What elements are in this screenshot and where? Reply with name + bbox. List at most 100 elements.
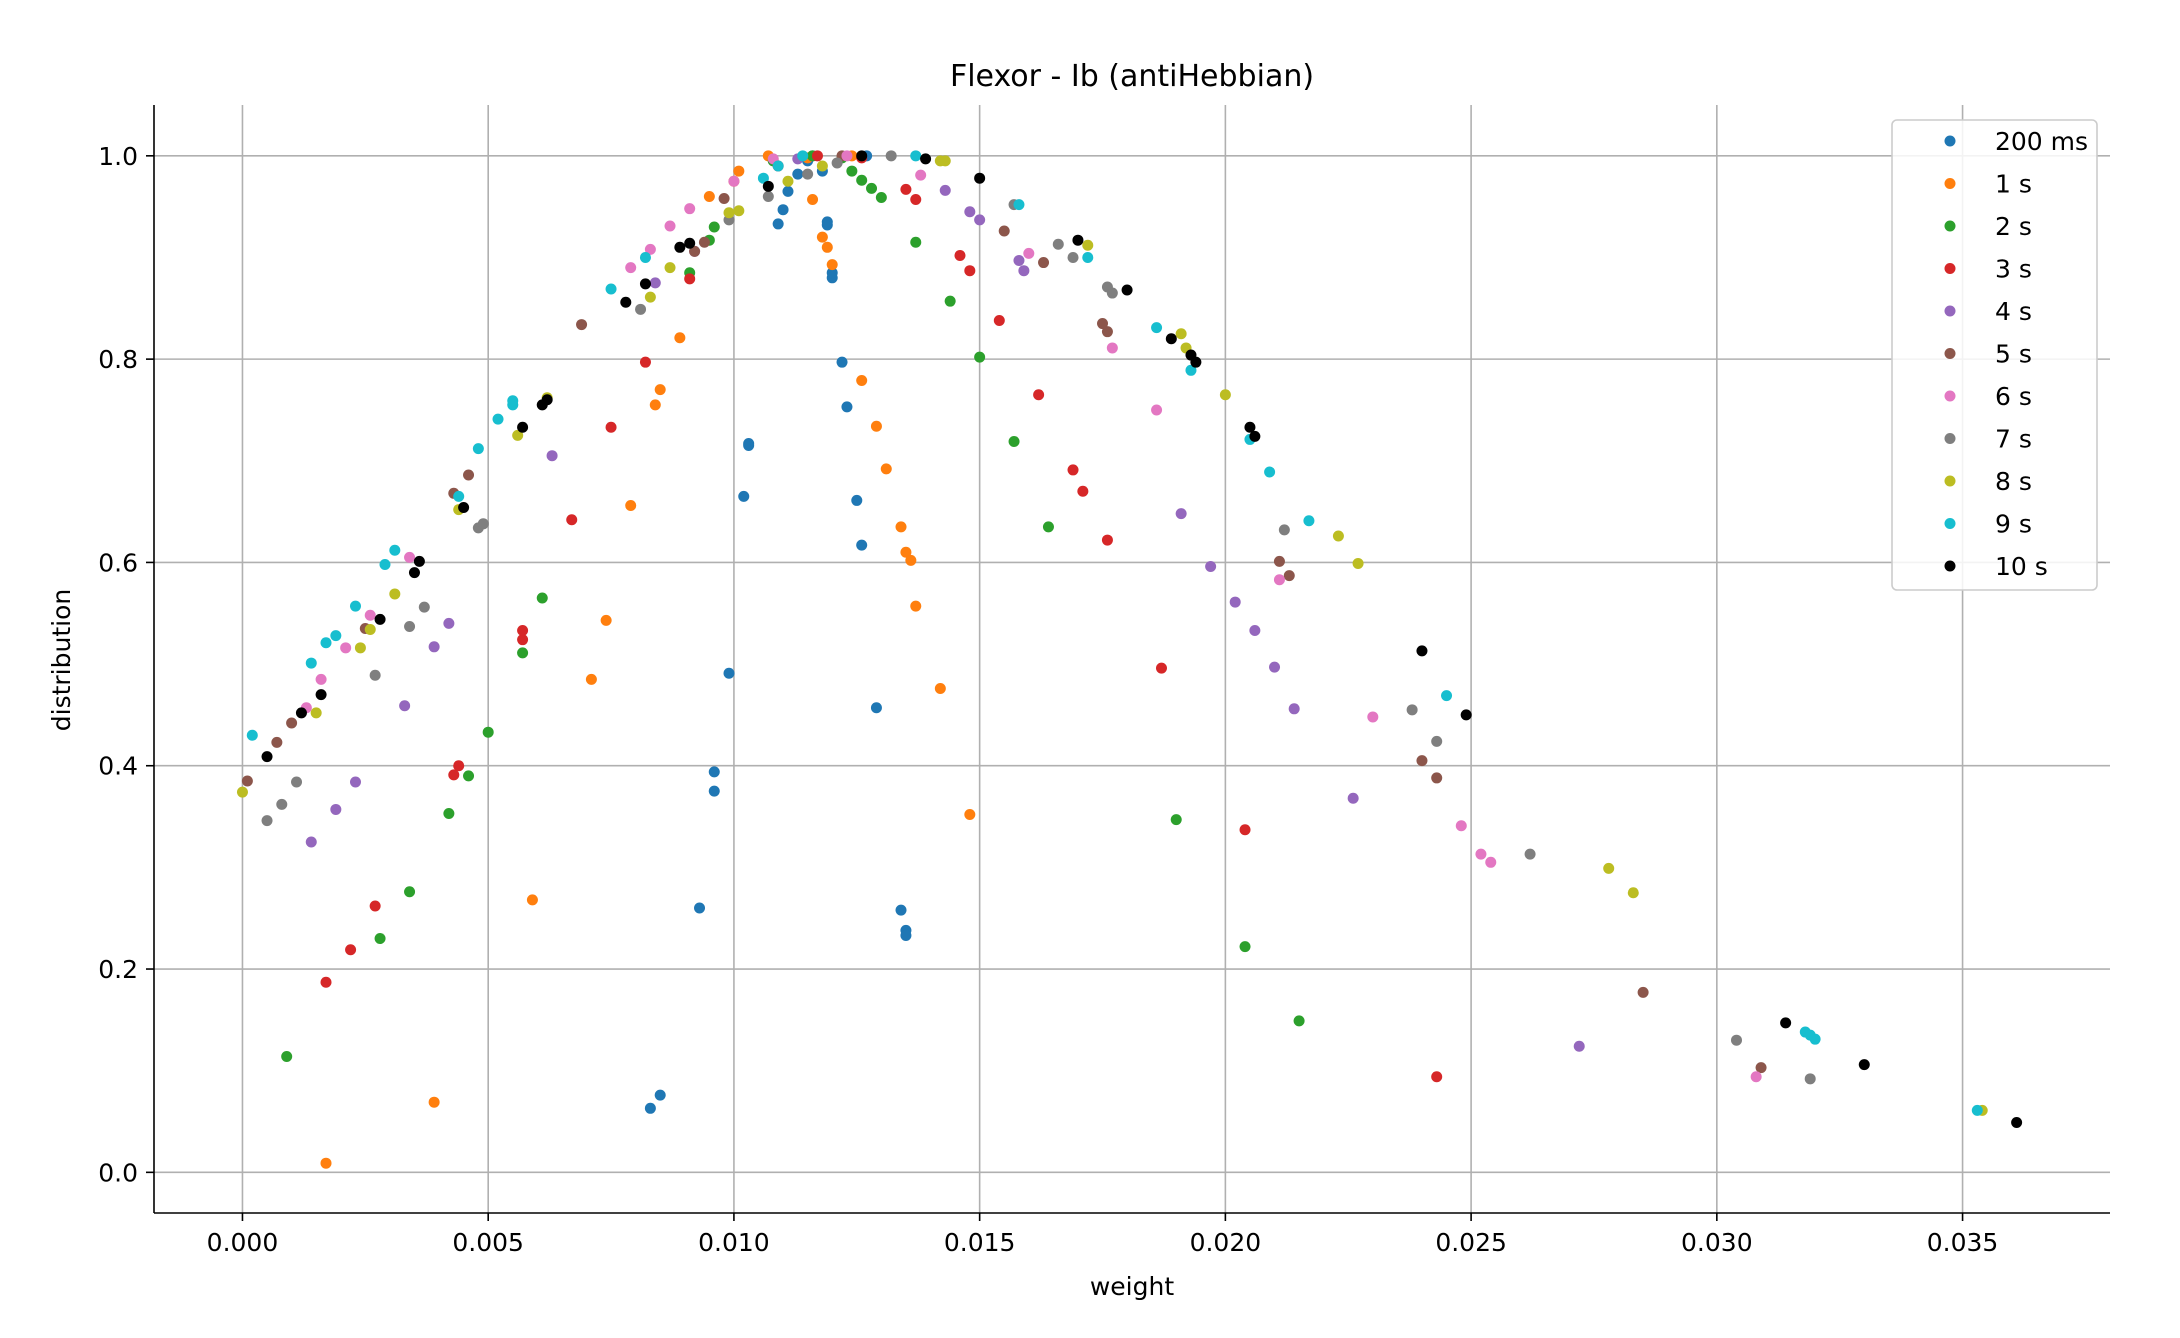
series-group bbox=[281, 150, 1305, 1062]
data-point bbox=[541, 394, 553, 406]
data-point bbox=[639, 356, 651, 368]
x-axis-label: weight bbox=[1090, 1272, 1174, 1301]
data-point bbox=[674, 332, 686, 344]
data-point bbox=[1431, 772, 1443, 784]
data-point bbox=[1052, 238, 1064, 250]
data-point bbox=[905, 554, 917, 566]
data-point bbox=[654, 1089, 666, 1101]
data-point bbox=[733, 205, 745, 217]
data-point bbox=[910, 150, 922, 162]
x-tick-label: 0.020 bbox=[1190, 1228, 1262, 1257]
data-point bbox=[1288, 703, 1300, 715]
data-point bbox=[443, 617, 455, 629]
data-point bbox=[315, 689, 327, 701]
data-point bbox=[418, 601, 430, 613]
data-point bbox=[870, 702, 882, 714]
data-point bbox=[1249, 625, 1261, 637]
data-point bbox=[689, 245, 701, 257]
data-point bbox=[900, 546, 912, 558]
data-point bbox=[600, 614, 612, 626]
y-tick-label: 0.8 bbox=[98, 345, 138, 374]
data-point bbox=[698, 236, 710, 248]
data-point bbox=[408, 567, 420, 579]
legend-marker bbox=[1944, 433, 1956, 444]
data-point bbox=[526, 894, 538, 906]
data-point bbox=[1352, 557, 1364, 569]
data-point bbox=[1332, 530, 1344, 542]
legend-label: 8 s bbox=[1995, 467, 2032, 496]
data-point bbox=[757, 172, 769, 184]
data-point bbox=[620, 296, 632, 308]
legend-marker bbox=[1944, 475, 1956, 487]
data-point bbox=[644, 291, 656, 303]
data-point bbox=[428, 1096, 440, 1108]
data-point bbox=[517, 634, 529, 646]
data-point bbox=[993, 315, 1005, 327]
legend-label: 3 s bbox=[1995, 255, 2032, 284]
data-point bbox=[463, 770, 475, 782]
series-group bbox=[241, 150, 1767, 1074]
legend-marker bbox=[1944, 560, 1956, 572]
data-point bbox=[369, 900, 381, 912]
data-point bbox=[271, 736, 283, 748]
legend-marker bbox=[1944, 390, 1956, 402]
data-point bbox=[428, 641, 440, 653]
data-point bbox=[413, 555, 425, 567]
data-point bbox=[1038, 257, 1050, 269]
data-point bbox=[856, 150, 868, 162]
data-point bbox=[517, 421, 529, 433]
grid-layer bbox=[154, 105, 2110, 1213]
data-point bbox=[1750, 1071, 1762, 1083]
data-point bbox=[856, 539, 868, 551]
data-point bbox=[399, 700, 411, 712]
data-point bbox=[1013, 255, 1025, 267]
data-point bbox=[910, 194, 922, 206]
data-point bbox=[1971, 1104, 1983, 1116]
data-point bbox=[1023, 247, 1035, 259]
data-point bbox=[639, 278, 651, 290]
data-point bbox=[1185, 364, 1197, 376]
data-point bbox=[895, 521, 907, 533]
data-point bbox=[939, 184, 951, 196]
data-point bbox=[639, 251, 651, 263]
data-point bbox=[664, 220, 676, 232]
data-point bbox=[831, 157, 843, 169]
data-point bbox=[738, 490, 750, 502]
x-tick-label: 0.005 bbox=[452, 1228, 524, 1257]
y-tick-label: 1.0 bbox=[98, 142, 138, 171]
legend: 200 ms 1 s 2 s 3 s 4 s 5 s 6 s 7 s 8 s 9 s 10 s bbox=[1891, 119, 2098, 591]
data-point bbox=[1008, 435, 1020, 447]
data-point bbox=[477, 518, 489, 530]
series-group bbox=[246, 150, 1983, 1116]
data-point bbox=[536, 592, 548, 604]
data-point bbox=[708, 785, 720, 797]
series-group bbox=[644, 150, 912, 1114]
data-point bbox=[1278, 524, 1290, 536]
data-point bbox=[684, 273, 696, 285]
axis-spines bbox=[153, 105, 2110, 1214]
data-point bbox=[782, 175, 794, 187]
data-point bbox=[1524, 848, 1536, 860]
data-point bbox=[1303, 515, 1315, 527]
data-point bbox=[841, 150, 853, 162]
data-point bbox=[517, 647, 529, 659]
data-point bbox=[772, 160, 784, 172]
data-point bbox=[1858, 1059, 1870, 1071]
data-point bbox=[792, 168, 804, 180]
data-point bbox=[281, 1050, 293, 1062]
data-point bbox=[1219, 389, 1231, 401]
data-point bbox=[320, 1157, 332, 1169]
legend-label: 9 s bbox=[1995, 510, 2032, 539]
data-point bbox=[1460, 709, 1472, 721]
data-point bbox=[1264, 466, 1276, 478]
data-point bbox=[404, 620, 416, 632]
data-point bbox=[1072, 234, 1084, 246]
data-point bbox=[625, 500, 637, 512]
data-point bbox=[1033, 389, 1045, 401]
legend-label: 7 s bbox=[1995, 425, 2032, 454]
legend-marker bbox=[1944, 135, 1956, 147]
data-point bbox=[1406, 704, 1418, 716]
data-point bbox=[1485, 856, 1497, 868]
data-point bbox=[1249, 430, 1261, 442]
data-point bbox=[512, 429, 524, 441]
